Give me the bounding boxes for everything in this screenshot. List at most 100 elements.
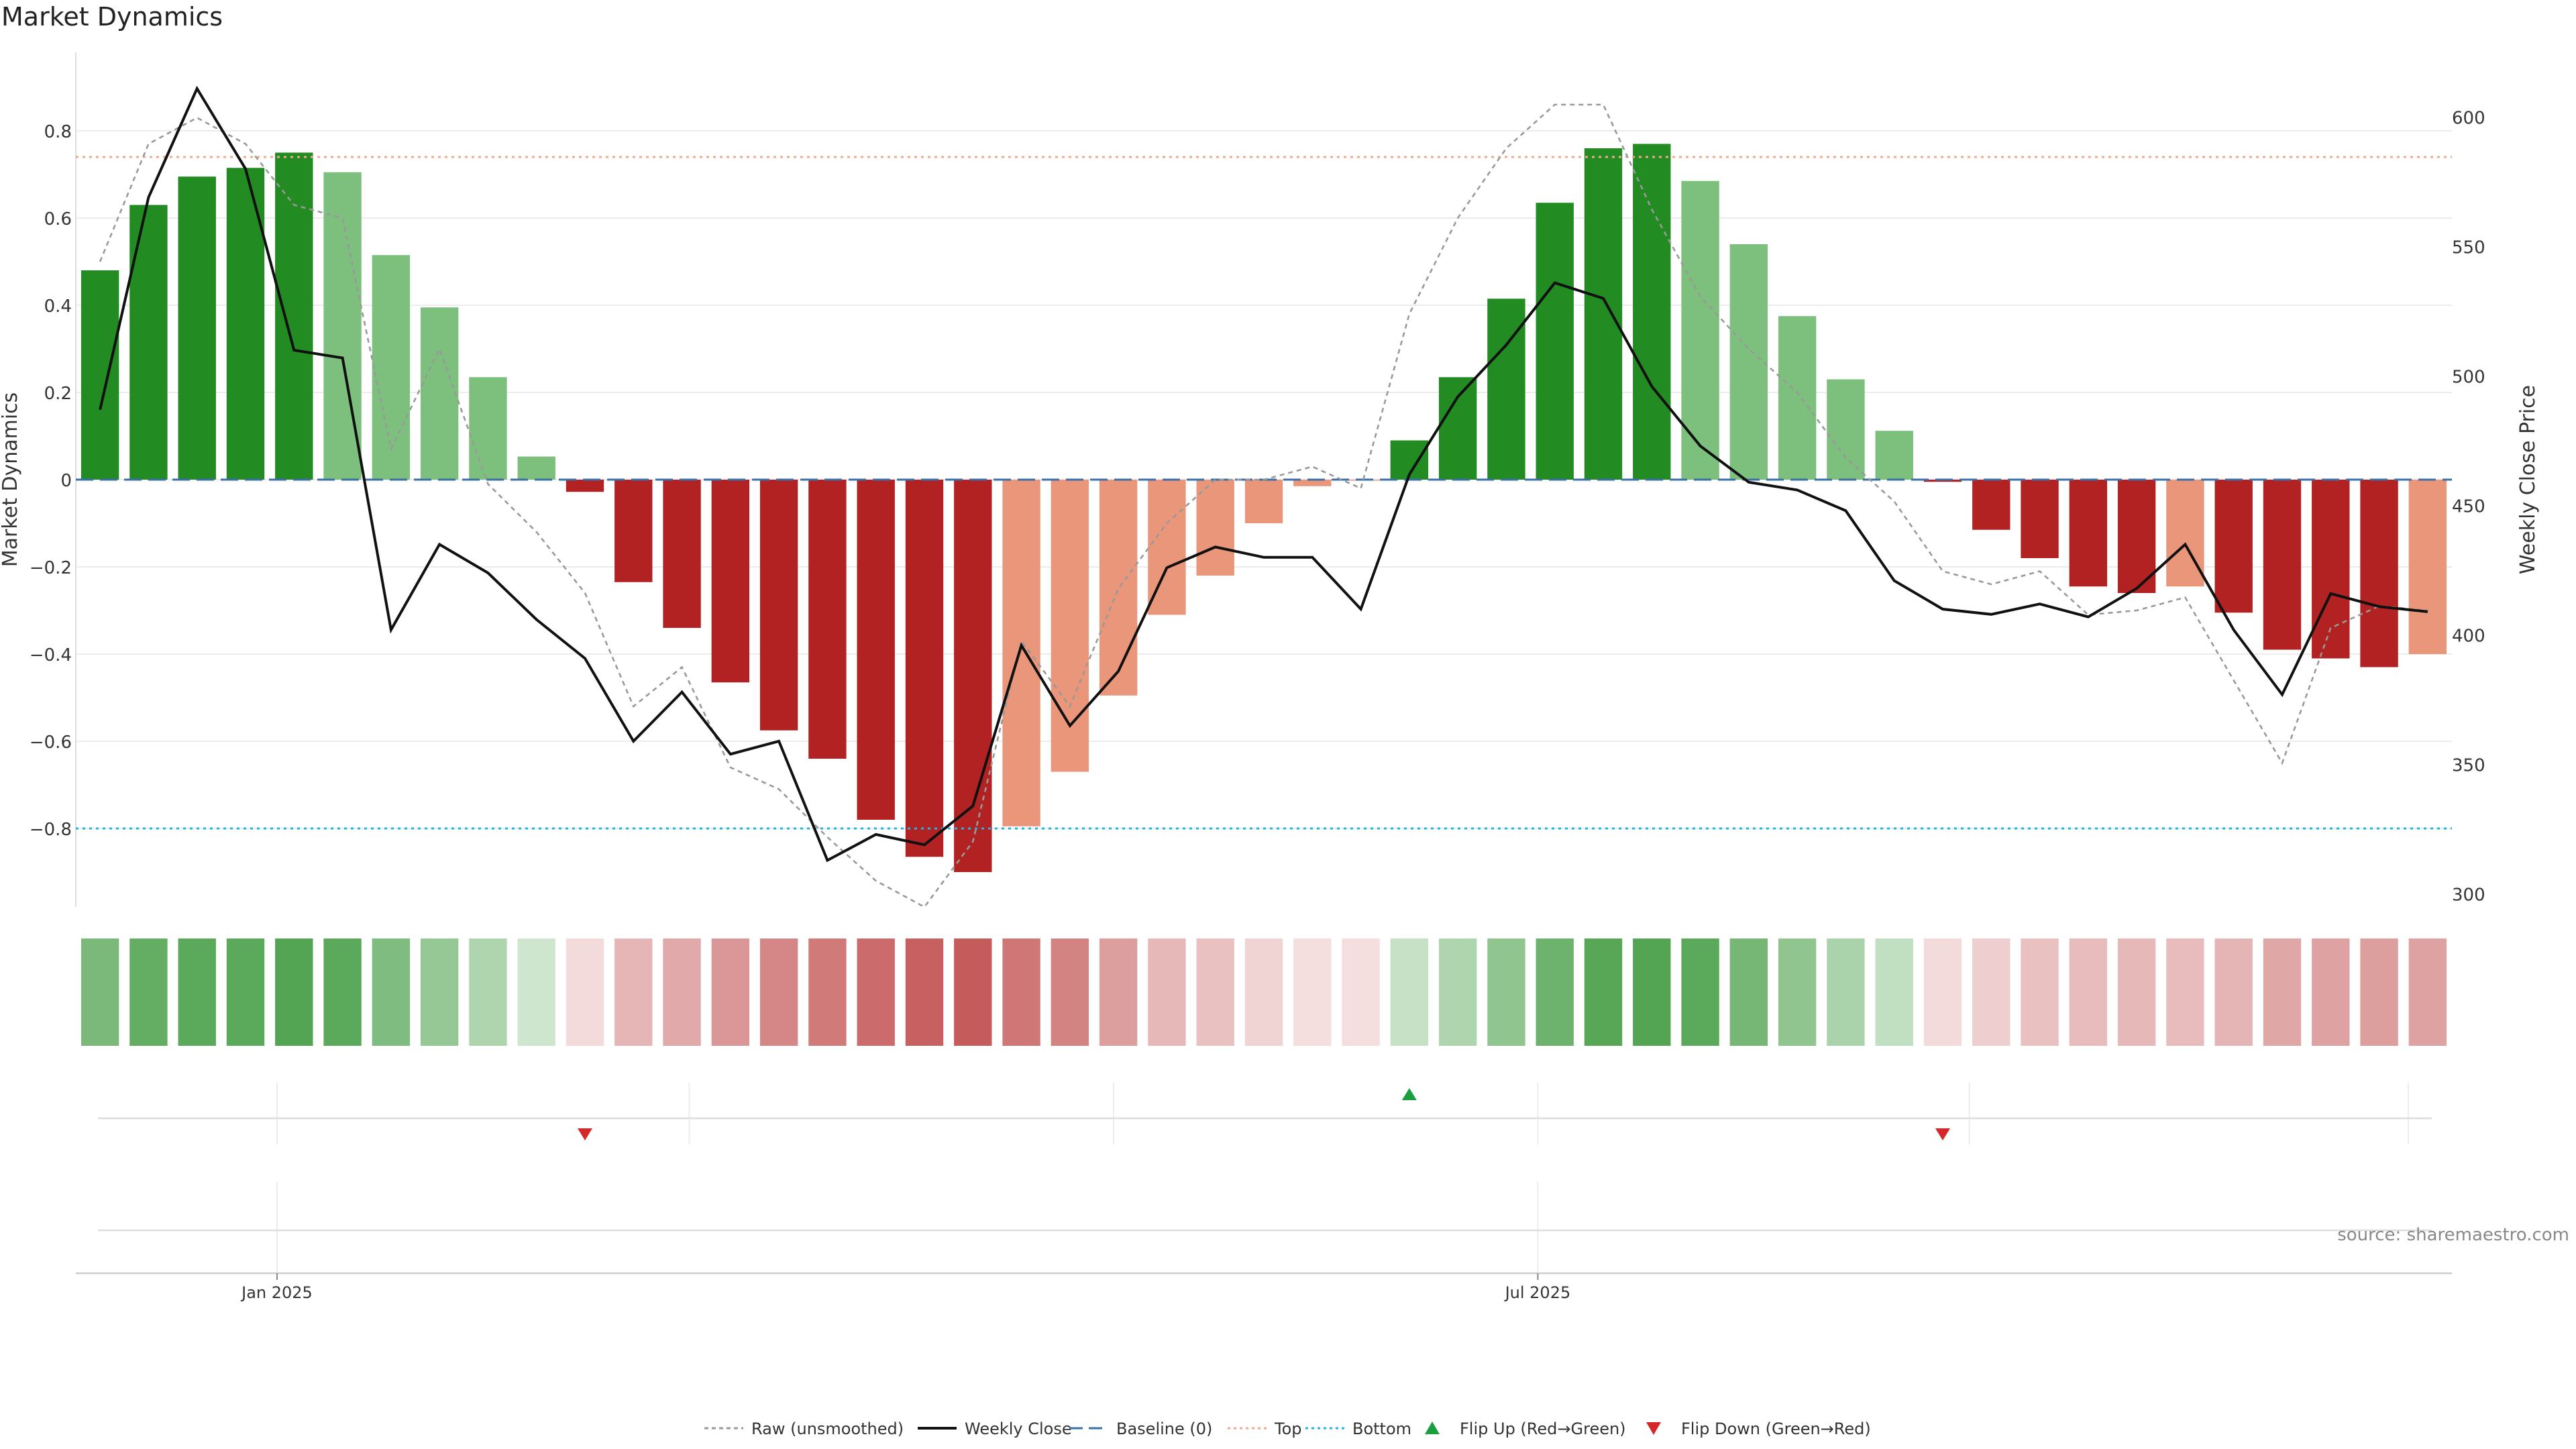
- intensity-cell: [1923, 938, 1962, 1046]
- weekly-close-line: [99, 85, 2428, 863]
- dynamics-bar: [808, 480, 847, 759]
- dynamics-bar: [2021, 480, 2059, 558]
- intensity-cell: [323, 938, 362, 1046]
- dynamics-bar: [1099, 480, 1138, 696]
- intensity-cell: [614, 938, 653, 1046]
- intensity-cell: [759, 938, 798, 1046]
- y-tick-label: −0.2: [30, 558, 72, 578]
- flip-down-marker: [1935, 1128, 1950, 1140]
- intensity-cell: [2166, 938, 2204, 1046]
- x-tick-label: Jul 2025: [1504, 1283, 1571, 1302]
- y2-tick-label: 600: [2452, 109, 2485, 129]
- dynamics-bar: [1002, 480, 1040, 826]
- y-axis-label: Market Dynamics: [0, 392, 22, 568]
- intensity-cell: [2408, 938, 2447, 1046]
- intensity-cell: [1827, 938, 1865, 1046]
- intensity-cell: [954, 938, 992, 1046]
- intensity-cell: [1244, 938, 1283, 1046]
- intensity-cell: [2263, 938, 2302, 1046]
- dynamics-bar: [372, 255, 411, 480]
- dynamics-bar: [566, 480, 604, 492]
- intensity-cell: [372, 938, 411, 1046]
- dynamics-bar: [1536, 203, 1574, 480]
- y-tick-label: 0.2: [44, 384, 72, 404]
- dynamics-bar: [275, 152, 313, 480]
- y-tick-label: −0.6: [30, 733, 72, 753]
- dynamics-bar: [80, 270, 119, 480]
- intensity-strip: [80, 938, 2447, 1046]
- dynamics-bar: [1778, 316, 1817, 480]
- x-axis-ticks: Jan 2025 Jul 2025: [240, 1273, 1570, 1302]
- legend-label: Bottom: [1352, 1419, 1411, 1438]
- y-tick-label: 0: [60, 471, 72, 491]
- dynamics-bar: [857, 480, 895, 820]
- flip-lane-gridlines: [276, 1083, 2409, 1144]
- dynamics-bar: [2117, 480, 2156, 593]
- dynamics-bar: [178, 176, 216, 480]
- dynamics-bar: [614, 480, 653, 582]
- dynamics-bar: [1972, 480, 2010, 530]
- intensity-cell: [1196, 938, 1234, 1046]
- intensity-cell: [129, 938, 168, 1046]
- dynamics-bar: [129, 205, 168, 480]
- intensity-cell: [2214, 938, 2253, 1046]
- legend-swatch-flip-down: [1646, 1422, 1661, 1435]
- intensity-cell: [275, 938, 313, 1046]
- intensity-cell: [1002, 938, 1040, 1046]
- bottom-lane: Jan 2025 Jul 2025 source: sharemaestro.co…: [76, 1182, 2569, 1302]
- intensity-cell: [1778, 938, 1817, 1046]
- intensity-cell: [711, 938, 750, 1046]
- intensity-cell: [2360, 938, 2398, 1046]
- y-tick-label: −0.8: [30, 820, 72, 840]
- legend-label: Flip Down (Green→Red): [1681, 1419, 1871, 1438]
- intensity-cell: [857, 938, 895, 1046]
- dynamics-bar: [905, 480, 944, 857]
- dynamics-bar: [663, 480, 701, 628]
- dynamics-bar: [469, 377, 507, 480]
- y-tick-label: 0.4: [44, 297, 72, 317]
- legend-swatch-flip-up: [1425, 1421, 1440, 1434]
- y-axis-ticks: −0.8 −0.6 −0.4 −0.2 0 0.2 0.4 0.6 0.8: [30, 122, 72, 840]
- intensity-cell: [80, 938, 119, 1046]
- flip-marker-lane: [98, 1083, 2432, 1144]
- intensity-cell: [178, 938, 216, 1046]
- intensity-cell: [1051, 938, 1089, 1046]
- dynamics-bar: [759, 480, 798, 731]
- legend-label: Raw (unsmoothed): [751, 1419, 904, 1438]
- intensity-cell: [663, 938, 701, 1046]
- dynamics-bar: [2214, 480, 2253, 613]
- intensity-cell: [1633, 938, 1671, 1046]
- dynamics-bars: [80, 144, 2447, 872]
- intensity-cell: [469, 938, 507, 1046]
- main-panel: −0.8 −0.6 −0.4 −0.2 0 0.2 0.4 0.6 0.8 300 350 400 4…: [0, 52, 2540, 908]
- dynamics-bar: [1244, 480, 1283, 523]
- intensity-cell: [1099, 938, 1138, 1046]
- y2-tick-label: 350: [2452, 756, 2485, 776]
- intensity-cell: [566, 938, 604, 1046]
- dynamics-bar: [1293, 480, 1332, 486]
- flip-markers: [578, 1088, 1950, 1140]
- legend-label: Flip Up (Red→Green): [1460, 1419, 1626, 1438]
- y2-tick-label: 500: [2452, 368, 2485, 388]
- dynamics-bar: [1923, 480, 1962, 482]
- chart-title: Market Dynamics: [1, 2, 223, 32]
- intensity-cell: [2069, 938, 2108, 1046]
- y2-axis-label: Weekly Close Price: [2516, 385, 2540, 574]
- dynamics-bar: [711, 480, 750, 683]
- intensity-cell: [1390, 938, 1429, 1046]
- y2-axis-ticks: 300 350 400 450 500 550 600: [2452, 109, 2485, 906]
- intensity-cell: [2117, 938, 2156, 1046]
- flip-up-marker: [1401, 1088, 1417, 1100]
- x-tick-label: Jan 2025: [240, 1283, 313, 1302]
- source-note: source: sharemaestro.com: [2337, 1225, 2569, 1245]
- dynamics-bar: [1827, 379, 1865, 480]
- y-tick-label: 0.6: [44, 209, 72, 229]
- intensity-cell: [1584, 938, 1623, 1046]
- intensity-cell: [1972, 938, 2010, 1046]
- dynamics-bar: [517, 456, 555, 480]
- intensity-cell: [226, 938, 265, 1046]
- legend-label: Weekly Close: [965, 1419, 1072, 1438]
- dynamics-bar: [1584, 148, 1623, 480]
- intensity-cell: [905, 938, 944, 1046]
